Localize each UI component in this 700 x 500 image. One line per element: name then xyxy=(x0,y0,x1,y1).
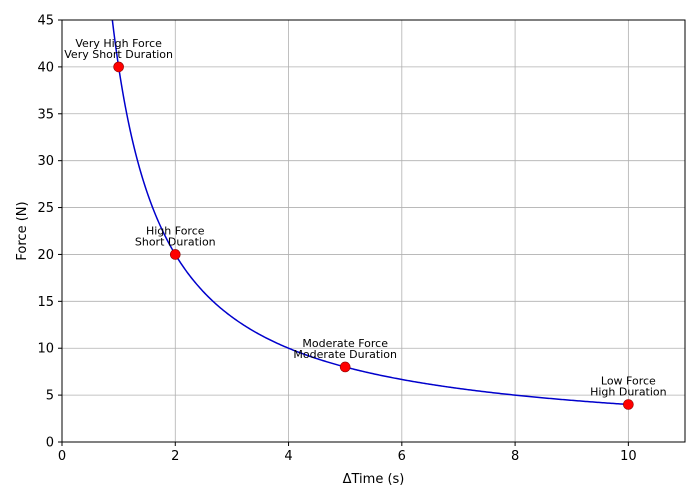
force-time-curve xyxy=(111,19,629,406)
x-tick-label: 6 xyxy=(398,449,406,464)
y-tick-label: 40 xyxy=(37,60,54,75)
y-tick-label: 45 xyxy=(37,14,54,29)
y-tick-label: 0 xyxy=(46,436,54,451)
y-tick-label: 25 xyxy=(37,201,54,216)
y-tick-label: 5 xyxy=(46,389,54,404)
point-annotation: Very Short Duration xyxy=(64,48,173,61)
grid xyxy=(61,19,685,443)
point-annotation: High Force xyxy=(146,224,205,237)
x-tick-label: 4 xyxy=(284,449,292,464)
point-annotation: Low Force xyxy=(601,374,656,387)
data-point xyxy=(339,361,351,373)
point-annotation: Very High Force xyxy=(75,37,162,50)
y-tick-label: 30 xyxy=(37,154,54,169)
y-tick-label: 20 xyxy=(37,248,54,263)
data-point xyxy=(113,61,124,73)
x-tick-label: 8 xyxy=(511,449,519,464)
y-tick-label: 10 xyxy=(37,342,54,357)
point-annotation: Short Duration xyxy=(135,235,216,248)
y-axis-ticks: 0 5 10 15 20 25 30 35 40 45 xyxy=(37,14,62,451)
y-tick-label: 15 xyxy=(37,295,54,310)
x-axis-ticks: 0 2 4 6 8 10 xyxy=(58,442,637,464)
x-axis-label: ΔTime (s) xyxy=(343,472,405,487)
y-axis-label: Force (N) xyxy=(15,201,30,260)
data-point xyxy=(623,399,634,410)
data-point xyxy=(169,249,181,260)
point-annotation: Moderate Force xyxy=(302,337,388,350)
point-annotation: Moderate Duration xyxy=(293,348,397,361)
plot-frame xyxy=(61,19,686,443)
x-tick-label: 2 xyxy=(171,449,179,464)
y-tick-label: 35 xyxy=(37,107,54,122)
point-annotation: High Duration xyxy=(590,385,667,398)
x-tick-label: 0 xyxy=(58,449,66,464)
x-tick-label: 10 xyxy=(620,449,637,464)
